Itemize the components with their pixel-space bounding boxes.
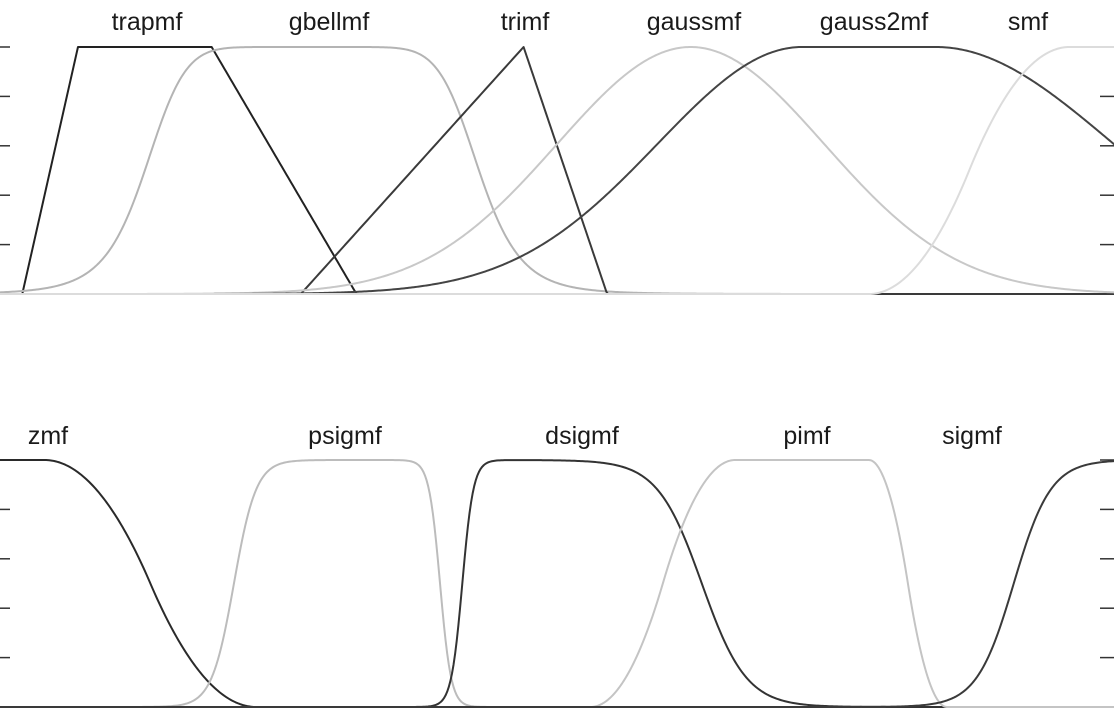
series-trimf-label: trimf <box>501 8 550 36</box>
series-gauss2mf-label: gauss2mf <box>820 8 928 36</box>
series-smf-label: smf <box>1008 8 1048 36</box>
series-dsigmf-label: dsigmf <box>545 422 619 450</box>
series-pimf-label: pimf <box>783 422 830 450</box>
series-psigmf-label: psigmf <box>308 422 382 450</box>
series-trapmf-label: trapmf <box>112 8 183 36</box>
series-sigmf-label: sigmf <box>942 422 1002 450</box>
series-zmf-label: zmf <box>28 422 68 450</box>
series-gaussmf-label: gaussmf <box>647 8 742 36</box>
series-gbellmf-label: gbellmf <box>289 8 370 36</box>
